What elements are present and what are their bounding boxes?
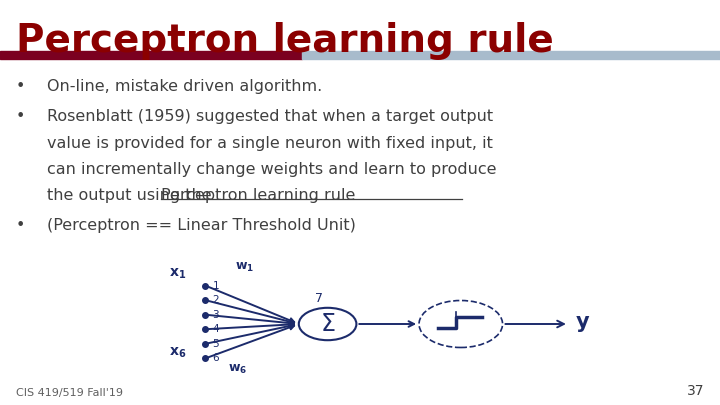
Text: $\mathbf{x_6}$: $\mathbf{x_6}$: [169, 346, 186, 360]
Text: $\Sigma$: $\Sigma$: [320, 312, 336, 336]
Text: 1: 1: [212, 281, 219, 290]
Text: value is provided for a single neuron with fixed input, it: value is provided for a single neuron wi…: [47, 136, 492, 151]
Circle shape: [419, 301, 503, 347]
Text: $\mathbf{w_6}$: $\mathbf{w_6}$: [228, 363, 248, 376]
Text: CIS 419/519 Fall'19: CIS 419/519 Fall'19: [16, 388, 123, 398]
Text: $\mathbf{w_1}$: $\mathbf{w_1}$: [235, 261, 255, 274]
Text: On-line, mistake driven algorithm.: On-line, mistake driven algorithm.: [47, 79, 322, 94]
Text: 3: 3: [212, 310, 219, 320]
Text: $\mathbf{x_1}$: $\mathbf{x_1}$: [169, 267, 186, 281]
Text: 2: 2: [212, 295, 219, 305]
Text: Rosenblatt (1959) suggested that when a target output: Rosenblatt (1959) suggested that when a …: [47, 109, 493, 124]
Bar: [302, 51, 720, 59]
Text: •: •: [16, 109, 25, 124]
Bar: [0, 51, 302, 59]
Text: 7: 7: [315, 292, 323, 305]
Text: Perceptron learning rule: Perceptron learning rule: [16, 22, 554, 60]
Text: 37: 37: [687, 384, 704, 398]
Circle shape: [299, 308, 356, 340]
Text: 5: 5: [212, 339, 219, 349]
Text: 6: 6: [212, 354, 219, 363]
Text: Perceptron learning rule: Perceptron learning rule: [161, 188, 355, 203]
Text: •: •: [16, 218, 25, 233]
Text: the output using the: the output using the: [47, 188, 217, 203]
Text: can incrementally change weights and learn to produce: can incrementally change weights and lea…: [47, 162, 496, 177]
Text: $\mathbf{y}$: $\mathbf{y}$: [575, 314, 590, 334]
Text: 4: 4: [212, 324, 219, 334]
Text: (Perceptron == Linear Threshold Unit): (Perceptron == Linear Threshold Unit): [47, 218, 356, 233]
Text: •: •: [16, 79, 25, 94]
